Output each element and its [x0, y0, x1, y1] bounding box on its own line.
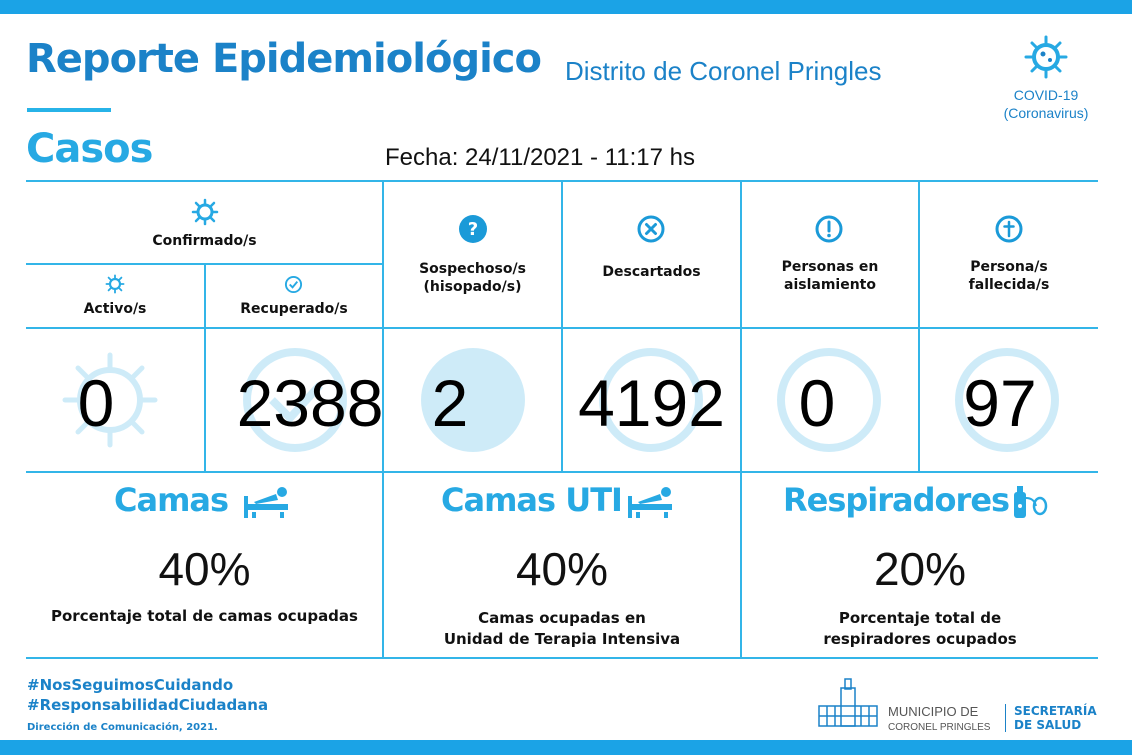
- grid-line: [561, 180, 563, 472]
- header-discarded: Descartados: [602, 264, 701, 280]
- bed-icon: [628, 487, 672, 518]
- beds-description: Porcentaje total de camas ocupadas: [51, 607, 358, 625]
- top-bar: [0, 0, 1132, 14]
- value-deceased: 97: [963, 366, 1037, 440]
- header-active: Activo/s: [83, 301, 147, 317]
- exclamation-icon: [815, 215, 843, 243]
- check-icon: [284, 275, 303, 294]
- virus-icon: [1024, 35, 1068, 79]
- bottom-bar: [0, 740, 1132, 755]
- header-isolation-line2: aislamiento: [784, 277, 876, 293]
- icu-percent: 40%: [515, 543, 609, 595]
- header-recovered: Recuperado/s: [240, 301, 348, 317]
- grid-line: [382, 180, 384, 658]
- header-deceased-line2: fallecida/s: [968, 277, 1050, 293]
- x-circle-icon: [599, 348, 703, 452]
- section-title-casos: Casos: [26, 126, 153, 172]
- virus-icon: [105, 274, 125, 294]
- cross-icon: [995, 215, 1023, 243]
- header-deceased-line1: Persona/s: [970, 259, 1048, 275]
- respirators-percent: 20%: [873, 543, 967, 595]
- value-suspected: 2: [431, 366, 469, 440]
- check-icon: [243, 348, 347, 452]
- grid-line: [26, 471, 1098, 473]
- grid-line: [918, 180, 920, 472]
- hashtag-2: #ResponsabilidadCiudadana: [27, 696, 269, 714]
- value-recovered: 2388: [236, 366, 384, 440]
- respirator-icon: [1014, 486, 1048, 518]
- secretariat-line2: DE SALUD: [1014, 718, 1082, 732]
- hashtag-1: #NosSeguimosCuidando: [27, 676, 234, 694]
- icu-description-line2: Unidad de Terapia Intensiva: [443, 630, 681, 648]
- value-isolation: 0: [798, 366, 836, 440]
- grid-line: [740, 180, 742, 658]
- covid-label: COVID-19: [1013, 87, 1079, 103]
- covid-sublabel: (Coronavirus): [1003, 105, 1089, 121]
- value-discarded: 4192: [578, 366, 725, 440]
- grid-line: [204, 264, 206, 472]
- cross-icon: [955, 348, 1059, 452]
- icu-title: Camas UTI: [441, 481, 623, 519]
- icu-description: Camas ocupadas en Unidad de Terapia Inte…: [384, 608, 740, 650]
- footer-divider: [1005, 704, 1006, 732]
- secretariat-line1: SECRETARÍA: [1014, 704, 1097, 718]
- respirators-description-line1: Porcentaje total de: [838, 609, 1002, 627]
- header-isolation-line1: Personas en: [781, 259, 879, 275]
- virus-icon: [191, 198, 219, 226]
- bed-icon: [244, 487, 288, 518]
- header-suspected-line2: (hisopado/s): [423, 279, 522, 295]
- municipality-line1: MUNICIPIO DE: [888, 704, 979, 719]
- page-subtitle: Distrito de Coronel Pringles: [565, 56, 882, 86]
- exclamation-icon: [777, 348, 881, 452]
- header-isolation: Personas en aislamiento: [742, 258, 918, 294]
- covid-badge: COVID-19 (Coronavirus): [996, 34, 1096, 122]
- x-circle-icon: [637, 215, 665, 243]
- credit: Dirección de Comunicación, 2021.: [27, 722, 218, 733]
- header-suspected: Sospechoso/s (hisopado/s): [384, 260, 561, 296]
- header-deceased: Persona/s fallecida/s: [920, 258, 1098, 294]
- respirators-description-line2: respiradores ocupados: [823, 630, 1017, 648]
- question-icon: ?: [459, 215, 487, 243]
- respirators-description: Porcentaje total de respiradores ocupado…: [742, 608, 1098, 650]
- header-confirmed: Confirmado/s: [152, 233, 257, 249]
- question-icon: [421, 348, 525, 452]
- beds-percent: 40%: [158, 543, 251, 595]
- header-suspected-line1: Sospechoso/s: [419, 261, 526, 277]
- municipality-logo: [818, 678, 878, 727]
- health-secretariat: SECRETARÍA DE SALUD: [1014, 704, 1097, 732]
- respirators-title: Respiradores: [783, 481, 1010, 519]
- virus-icon: [62, 352, 158, 448]
- grid-line: [26, 657, 1098, 659]
- value-active: 0: [77, 366, 115, 440]
- beds-title: Camas: [114, 481, 229, 519]
- municipality-line2: CORONEL PRINGLES: [888, 722, 991, 733]
- svg-text:?: ?: [468, 219, 478, 240]
- title-underline: [27, 108, 111, 112]
- icu-description-line1: Camas ocupadas en: [478, 609, 646, 627]
- report-date: Fecha: 24/11/2021 - 11:17 hs: [385, 144, 695, 171]
- page-title: Reporte Epidemiológico: [26, 36, 542, 82]
- municipality-name: MUNICIPIO DE CORONEL PRINGLES: [888, 705, 990, 735]
